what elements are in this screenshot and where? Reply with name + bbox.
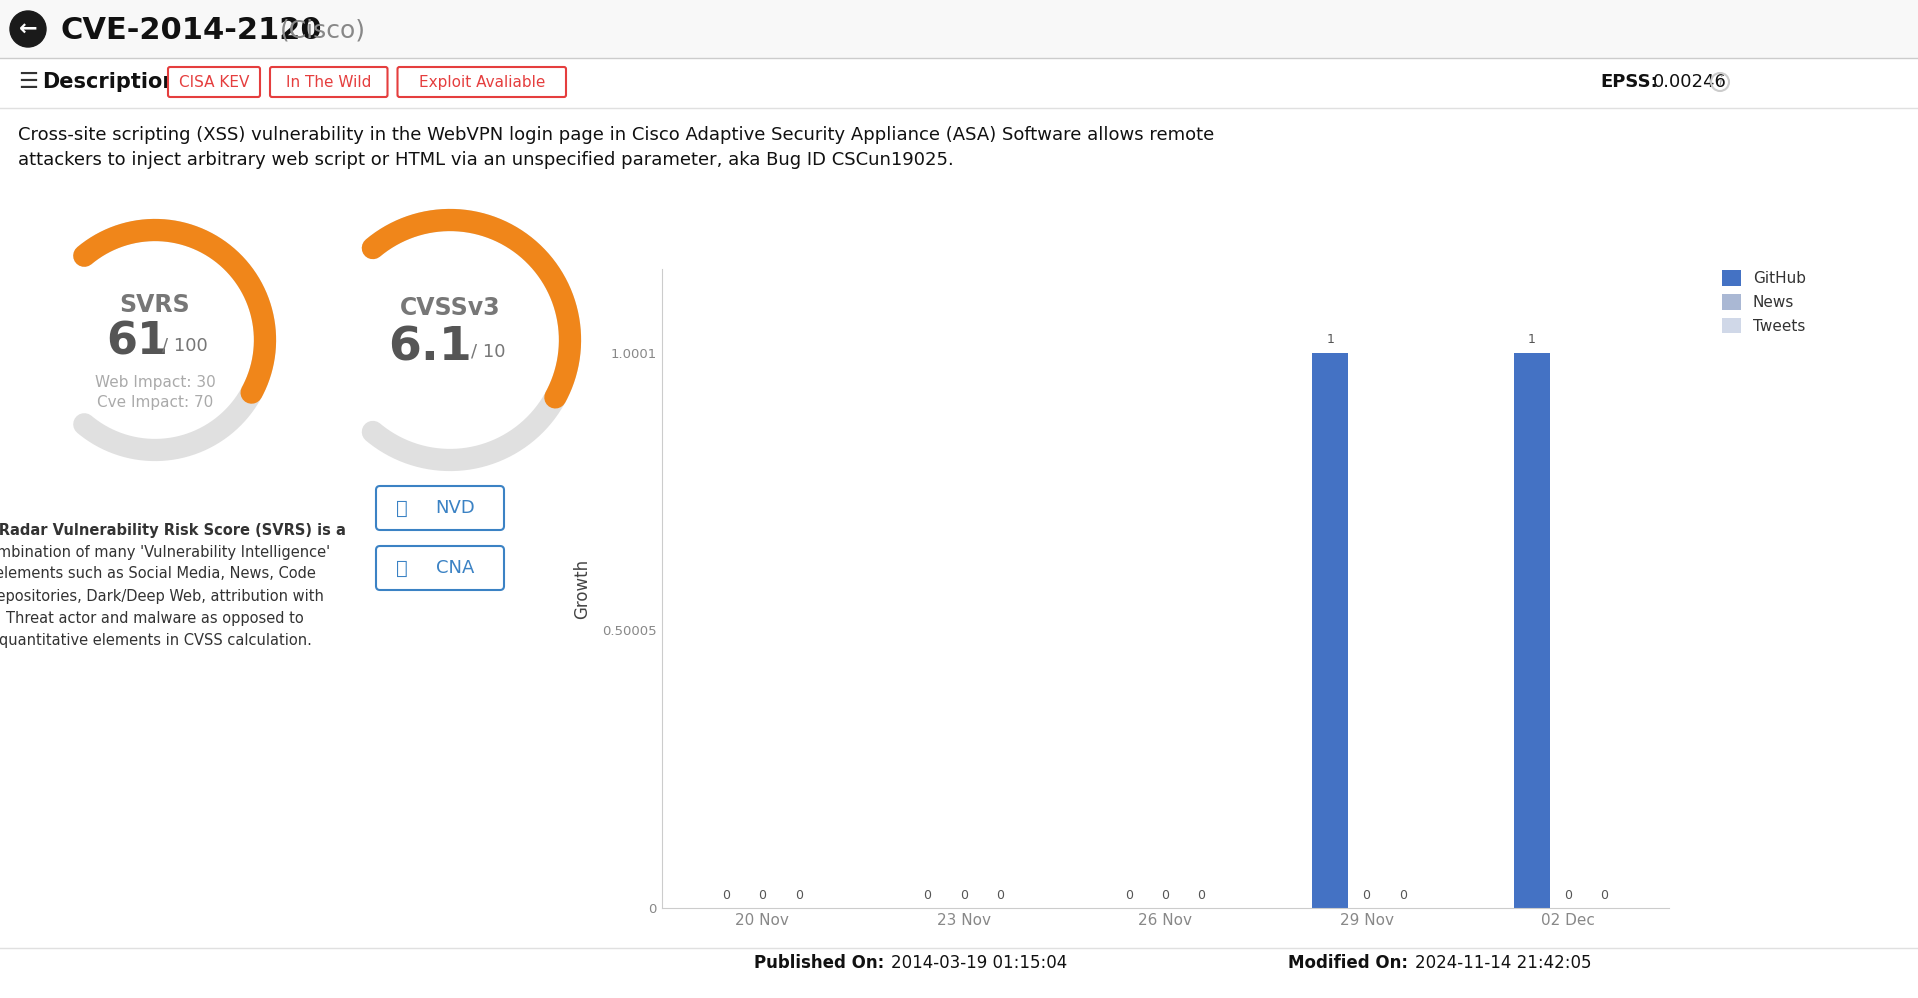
Text: 0: 0 [1563, 888, 1573, 901]
Bar [1312, 352, 1348, 908]
Text: SOCRadar Vulnerability Risk Score (SVRS) is a: SOCRadar Vulnerability Risk Score (SVRS)… [0, 523, 345, 538]
Text: 2014-03-19 01:15:04: 2014-03-19 01:15:04 [890, 954, 1066, 972]
Text: Exploit Avaliable: Exploit Avaliable [418, 75, 545, 90]
Text: quantitative elements in CVSS calculation.: quantitative elements in CVSS calculatio… [0, 633, 311, 648]
Text: Repositories, Dark/Deep Web, attribution with: Repositories, Dark/Deep Web, attribution… [0, 589, 324, 604]
Text: ⧉: ⧉ [397, 498, 409, 518]
Text: 0: 0 [1362, 888, 1371, 901]
Text: NVD: NVD [435, 499, 476, 517]
Text: 6.1: 6.1 [387, 325, 472, 370]
Text: EPSS:: EPSS: [1600, 73, 1657, 91]
Text: 0: 0 [758, 888, 767, 901]
Text: ⧉: ⧉ [397, 559, 409, 578]
Text: 1: 1 [1529, 333, 1536, 346]
Circle shape [10, 11, 46, 47]
FancyBboxPatch shape [169, 67, 261, 97]
Text: combination of many 'Vulnerability Intelligence': combination of many 'Vulnerability Intel… [0, 545, 330, 560]
Text: / 100: / 100 [163, 336, 207, 354]
Text: Web Impact: 30: Web Impact: 30 [94, 374, 215, 389]
Text: Cross-site scripting (XSS) vulnerability in the WebVPN login page in Cisco Adapt: Cross-site scripting (XSS) vulnerability… [17, 126, 1214, 144]
Text: In The Wild: In The Wild [286, 75, 372, 90]
Text: 0: 0 [1160, 888, 1170, 901]
Text: Threat actor and malware as opposed to: Threat actor and malware as opposed to [6, 611, 303, 626]
Text: Description: Description [42, 72, 176, 92]
Text: i: i [1719, 76, 1722, 89]
FancyBboxPatch shape [376, 546, 504, 590]
Text: Cve Impact: 70: Cve Impact: 70 [98, 394, 213, 409]
Text: 0: 0 [723, 888, 731, 901]
Text: 0: 0 [1398, 888, 1406, 901]
Text: CVSSv3: CVSSv3 [399, 296, 501, 320]
Text: Modified On:: Modified On: [1287, 954, 1408, 972]
Text: 0: 0 [1126, 888, 1134, 901]
Text: 0: 0 [924, 888, 932, 901]
FancyBboxPatch shape [397, 67, 566, 97]
Text: ←: ← [19, 19, 36, 39]
Text: 0: 0 [794, 888, 802, 901]
Text: ☰: ☰ [17, 72, 38, 92]
Text: 0: 0 [1197, 888, 1205, 901]
Text: CVE-2014-2120: CVE-2014-2120 [59, 16, 322, 45]
Text: CISA KEV: CISA KEV [178, 75, 249, 90]
FancyBboxPatch shape [376, 486, 504, 530]
Text: / 10: / 10 [470, 343, 504, 361]
Text: SVRS: SVRS [119, 293, 190, 317]
Text: 61: 61 [105, 320, 169, 363]
FancyBboxPatch shape [270, 67, 387, 97]
Y-axis label: Growth: Growth [573, 559, 591, 619]
Text: elements such as Social Media, News, Code: elements such as Social Media, News, Cod… [0, 567, 315, 582]
Text: 0: 0 [959, 888, 969, 901]
Legend: GitHub, News, Tweets: GitHub, News, Tweets [1717, 264, 1813, 339]
Text: (Cisco): (Cisco) [280, 18, 366, 42]
Text: 0.00246: 0.00246 [1653, 73, 1726, 91]
Text: 1: 1 [1327, 333, 1335, 346]
Text: 0: 0 [1600, 888, 1607, 901]
FancyBboxPatch shape [0, 0, 1918, 58]
Text: Published On:: Published On: [754, 954, 884, 972]
Text: attackers to inject arbitrary web script or HTML via an unspecified parameter, a: attackers to inject arbitrary web script… [17, 151, 953, 169]
Bar [1513, 352, 1550, 908]
Text: CNA: CNA [435, 559, 474, 577]
Text: 0: 0 [995, 888, 1003, 901]
Text: 2024-11-14 21:42:05: 2024-11-14 21:42:05 [1415, 954, 1592, 972]
